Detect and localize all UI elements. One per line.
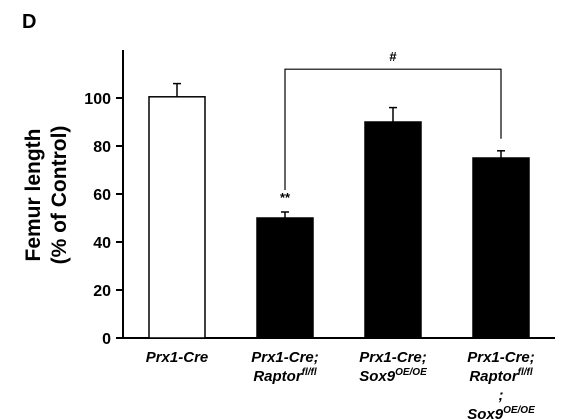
x-category-label-3-3: Sox9OE/OE: [467, 405, 535, 419]
category-text: ;: [499, 387, 504, 404]
panel-label: D: [22, 11, 36, 33]
y-tick-label-60: 60: [93, 187, 111, 204]
category-superscript: OE/OE: [395, 367, 427, 378]
y-tick-label-80: 80: [93, 139, 111, 156]
x-category-label-0-0: Prx1-Cre: [146, 349, 209, 366]
bar-0: [148, 96, 206, 339]
x-category-label-2-1: Sox9OE/OE: [359, 367, 427, 385]
category-text: Raptor: [253, 368, 302, 385]
category-text: Raptor: [469, 368, 518, 385]
y-tick-label-0: 0: [102, 331, 111, 348]
category-superscript: fl/fl: [302, 367, 317, 378]
x-category-label-3-2: ;: [499, 387, 504, 404]
category-text: Prx1-Cre;: [467, 349, 535, 366]
y-tick-label-20: 20: [93, 283, 111, 300]
y-tick-label-40: 40: [93, 235, 111, 252]
x-category-label-2-0: Prx1-Cre;: [359, 349, 427, 366]
significance-marker-0: **: [280, 190, 291, 205]
category-superscript: fl/fl: [518, 367, 533, 378]
bar-2: [364, 121, 422, 339]
category-superscript: OE/OE: [503, 405, 535, 416]
bracket-label: #: [389, 49, 397, 64]
comparison-bracket: [284, 68, 502, 190]
x-category-label-1-0: Prx1-Cre;: [251, 349, 319, 366]
category-text: Prx1-Cre;: [359, 349, 427, 366]
x-category-label-3-0: Prx1-Cre;: [467, 349, 535, 366]
category-text: Sox9: [467, 406, 504, 419]
y-axis-label-line2: (% of Control): [48, 126, 71, 265]
category-text: Sox9: [359, 368, 396, 385]
y-axis-label-line1: Femur length: [22, 128, 45, 261]
category-text: Prx1-Cre;: [251, 349, 319, 366]
category-text: Prx1-Cre: [146, 349, 209, 366]
bar-1: [256, 217, 314, 339]
x-category-label-1-1: Raptorfl/fl: [253, 367, 317, 385]
bar-3: [472, 157, 530, 339]
x-category-label-3-1: Raptorfl/fl: [469, 367, 533, 385]
y-tick-label-100: 100: [84, 91, 111, 108]
